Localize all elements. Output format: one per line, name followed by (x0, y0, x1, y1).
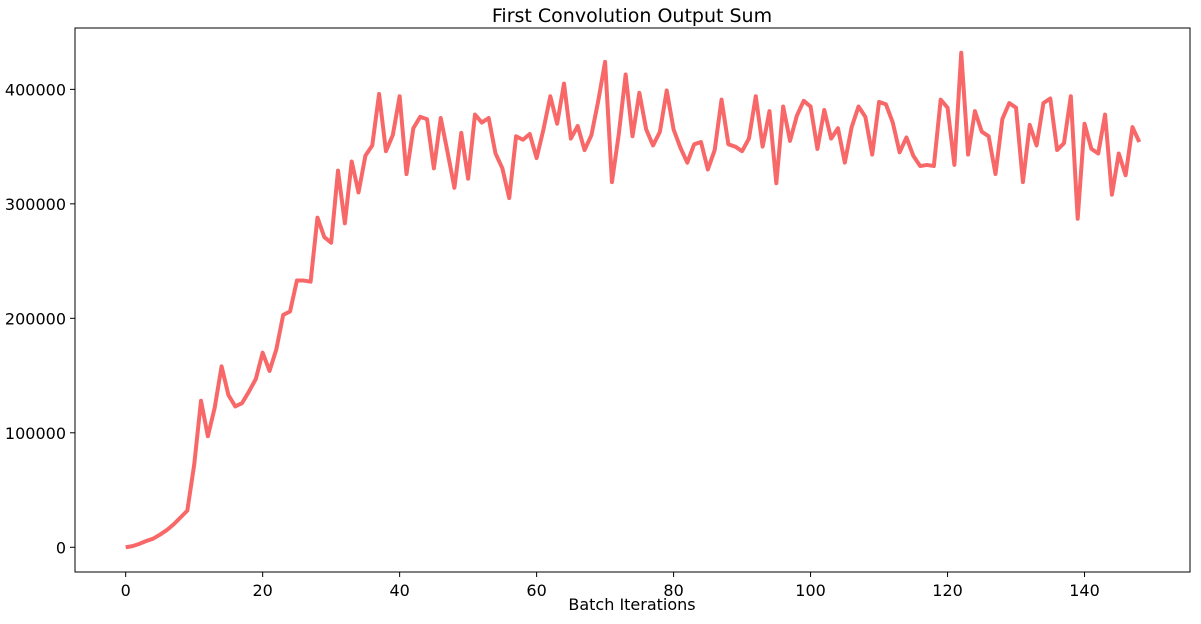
y-tick-label: 0 (56, 538, 66, 557)
y-tick-label: 200000 (5, 309, 66, 328)
x-tick-label: 0 (121, 581, 131, 600)
x-tick-label: 60 (526, 581, 546, 600)
x-axis-label: Batch Iterations (568, 595, 695, 614)
x-tick-label: 20 (252, 581, 272, 600)
x-tick-label: 40 (389, 581, 409, 600)
chart-title: First Convolution Output Sum (492, 5, 772, 27)
data-line (125, 50, 1142, 550)
x-tick-label: 80 (663, 581, 683, 600)
y-tick-label: 300000 (5, 195, 66, 214)
x-tick-label: 120 (932, 581, 963, 600)
x-tick-label: 100 (795, 581, 826, 600)
x-tick-label: 140 (1069, 581, 1100, 600)
plot-frame (74, 27, 1191, 573)
y-tick-label: 400000 (5, 80, 66, 99)
y-tick-label: 100000 (5, 424, 66, 443)
